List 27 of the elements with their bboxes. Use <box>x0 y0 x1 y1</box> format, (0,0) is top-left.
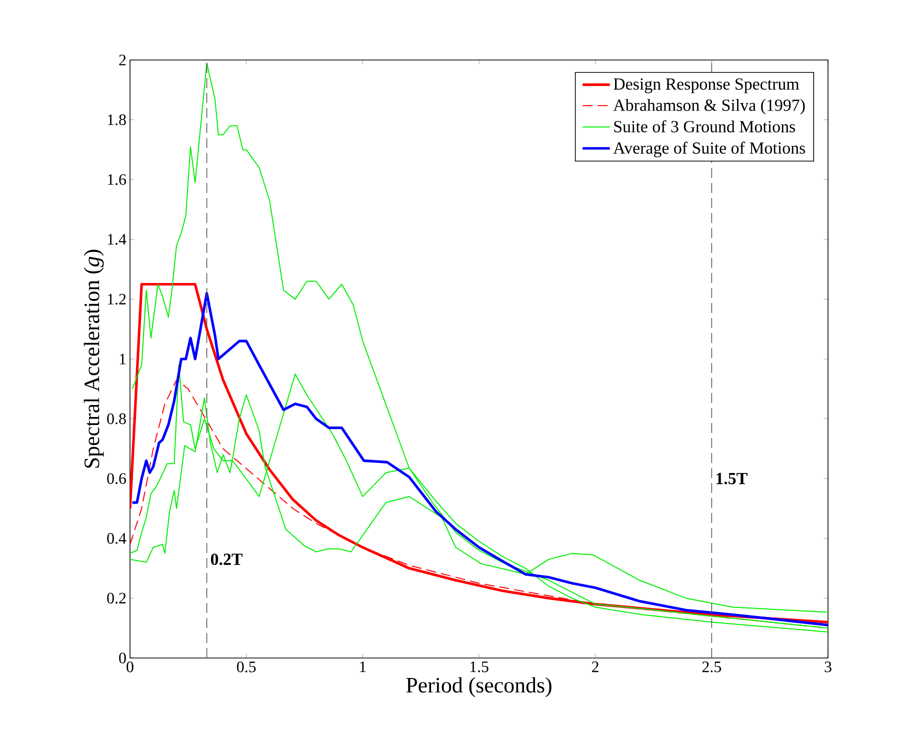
legend-label: Suite of 3 Ground Motions <box>614 120 796 132</box>
x-tick-label: 1.5 <box>470 662 488 672</box>
x-tick-label: 2.5 <box>702 662 722 672</box>
y-tick-label: 0.2 <box>107 592 126 604</box>
y-tick-label: 1.2 <box>108 294 126 305</box>
y-tick-label: 1 <box>120 354 126 364</box>
legend-label: Design Response Spectrum <box>614 78 800 94</box>
y-tick-label: 1.4 <box>108 234 126 245</box>
y-tick-label: 0 <box>119 652 126 664</box>
y-tick-label: 0.8 <box>107 413 126 424</box>
x-tick-label: 1 <box>360 662 366 672</box>
x-axis-title: Period (seconds) <box>406 677 552 698</box>
x-tick-label: 0.5 <box>236 662 256 672</box>
x-tick-label: 3 <box>824 662 832 672</box>
y-tick-label: 1.6 <box>108 174 126 185</box>
legend-label: Abrahamson & Silva (1997) <box>613 99 805 114</box>
y-tick-label: 1.8 <box>108 114 126 126</box>
y-tick-label: 2 <box>119 54 126 66</box>
legend-label: Average of Suite of Motions <box>613 142 806 158</box>
ref-line-label: 1.5T <box>716 472 748 484</box>
y-axis-title: Spectral Acceleration (g) <box>84 250 104 468</box>
y-tick-label: 0.4 <box>107 532 126 544</box>
y-tick-label: 0.6 <box>107 473 126 484</box>
ref-line-label: 0.2T <box>210 554 243 566</box>
x-tick-label: 0 <box>126 662 134 672</box>
line-series <box>132 62 828 629</box>
x-tick-label: 2 <box>592 662 598 672</box>
